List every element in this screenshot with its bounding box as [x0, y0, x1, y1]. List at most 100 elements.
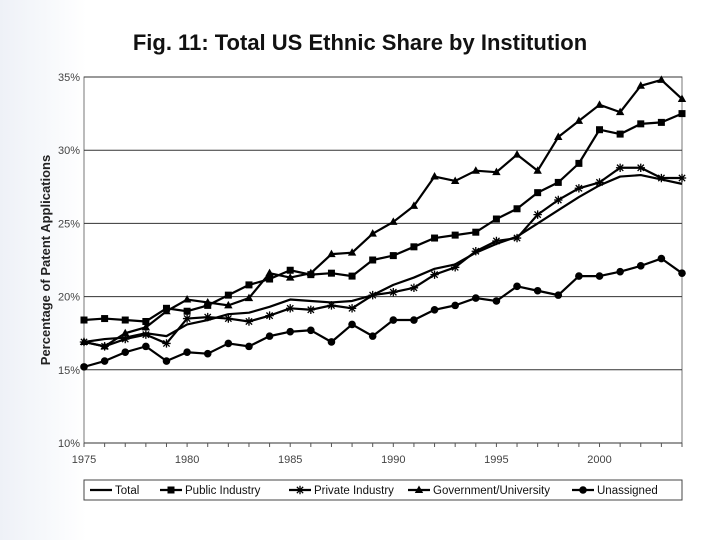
data-point-public-industry [513, 205, 521, 213]
data-point-public-industry [142, 317, 150, 325]
data-point-government-university [533, 166, 542, 174]
data-point-government-university [554, 132, 563, 141]
data-point-unassigned [533, 286, 542, 295]
legend-label: Government/University [433, 485, 550, 497]
data-point-government-university [389, 217, 398, 225]
legend-item-government-university: Government/University [408, 485, 550, 497]
data-point-public-industry [183, 307, 191, 315]
data-point-private-industry [430, 270, 439, 279]
legend-marker [295, 485, 305, 495]
data-point-public-industry [286, 266, 294, 274]
axis-layer: 10% 15% 20% 25% 30% 35% 1975 1980 1985 1990 1995 20… [58, 72, 683, 466]
data-point-public-industry [410, 243, 418, 251]
data-point-public-industry [224, 291, 232, 299]
data-point-public-industry [245, 281, 253, 289]
data-point-private-industry [574, 184, 584, 193]
legend-marker [579, 486, 587, 494]
x-tick-label: 1980 [175, 454, 199, 466]
series-line-private-industry [83, 166, 682, 348]
data-point-private-industry [657, 173, 666, 183]
data-point-private-industry [347, 304, 357, 313]
data-point-public-industry [121, 316, 129, 324]
data-point-government-university [162, 306, 171, 315]
data-point-public-industry [554, 178, 562, 186]
data-point-government-university [224, 300, 233, 309]
data-point-unassigned [616, 267, 624, 276]
y-tick-label: 20% [58, 292, 80, 304]
data-point-public-industry [616, 130, 624, 138]
data-point-government-university [657, 75, 666, 83]
legend-item-public-industry: Public Industry [160, 485, 261, 497]
data-point-private-industry [471, 247, 480, 256]
data-point-unassigned [80, 363, 88, 371]
data-point-unassigned [265, 332, 274, 340]
series-total [83, 173, 683, 344]
data-point-government-university [121, 328, 130, 337]
data-point-unassigned [389, 316, 398, 324]
series-line-unassigned [83, 257, 683, 368]
series-private-industry [79, 163, 687, 351]
series-line-government-university [83, 78, 683, 348]
data-point-public-industry [80, 316, 88, 324]
data-point-government-university [244, 293, 254, 302]
y-tick-label: 30% [58, 145, 80, 157]
legend-label: Private Industry [314, 485, 394, 497]
data-point-unassigned [224, 339, 233, 348]
data-point-unassigned [410, 316, 418, 324]
data-point-government-university [615, 107, 625, 116]
data-point-government-university [306, 268, 316, 277]
data-point-unassigned [203, 349, 212, 358]
data-point-government-university [595, 100, 604, 108]
data-point-government-university [492, 167, 501, 176]
legend-label: Public Industry [185, 485, 261, 497]
y-tick-label: 10% [58, 438, 80, 450]
data-point-private-industry [368, 290, 377, 300]
legend-item-private-industry: Private Industry [289, 485, 394, 497]
data-point-government-university [327, 249, 336, 258]
series-layer [79, 75, 687, 371]
data-point-unassigned [286, 327, 295, 336]
data-point-private-industry [203, 312, 212, 322]
data-point-private-industry [677, 173, 687, 183]
data-point-private-industry [636, 163, 645, 172]
data-point-unassigned [348, 320, 356, 329]
data-point-government-university [512, 150, 522, 158]
data-point-unassigned [430, 305, 439, 314]
data-point-private-industry [224, 314, 233, 323]
data-point-public-industry [534, 189, 542, 197]
x-tick-label: 1995 [484, 454, 508, 466]
data-point-private-industry [389, 288, 398, 297]
data-point-government-university [182, 295, 192, 303]
data-point-unassigned [100, 357, 109, 365]
data-point-government-university [574, 116, 584, 124]
plot-frame [83, 76, 683, 444]
data-point-private-industry [492, 236, 501, 246]
data-point-private-industry [615, 163, 625, 172]
series-public-industry [80, 110, 686, 325]
series-line-total [83, 173, 683, 344]
data-point-government-university [409, 201, 419, 209]
data-point-public-industry [657, 118, 665, 126]
data-point-private-industry [327, 301, 336, 310]
data-point-unassigned [307, 326, 315, 335]
data-point-private-industry [409, 283, 419, 293]
data-point-government-university [471, 166, 480, 174]
data-point-unassigned [121, 348, 130, 357]
data-point-government-university [265, 268, 274, 277]
data-point-government-university [347, 248, 357, 256]
data-point-private-industry [554, 195, 563, 205]
legend-marker [414, 485, 424, 493]
data-point-unassigned [245, 342, 253, 351]
x-tick-label: 2000 [587, 454, 611, 466]
data-point-public-industry [575, 159, 583, 167]
data-point-public-industry [101, 315, 109, 323]
data-point-unassigned [575, 272, 583, 280]
data-point-government-university [141, 322, 151, 331]
chart-title: Fig. 11: Total US Ethnic Share by Instit… [132, 30, 588, 55]
data-point-public-industry [369, 256, 377, 264]
data-point-government-university [430, 172, 439, 180]
data-point-private-industry [162, 339, 171, 348]
data-point-private-industry [265, 311, 274, 320]
data-point-public-industry [596, 126, 604, 134]
data-point-public-industry [327, 269, 335, 277]
